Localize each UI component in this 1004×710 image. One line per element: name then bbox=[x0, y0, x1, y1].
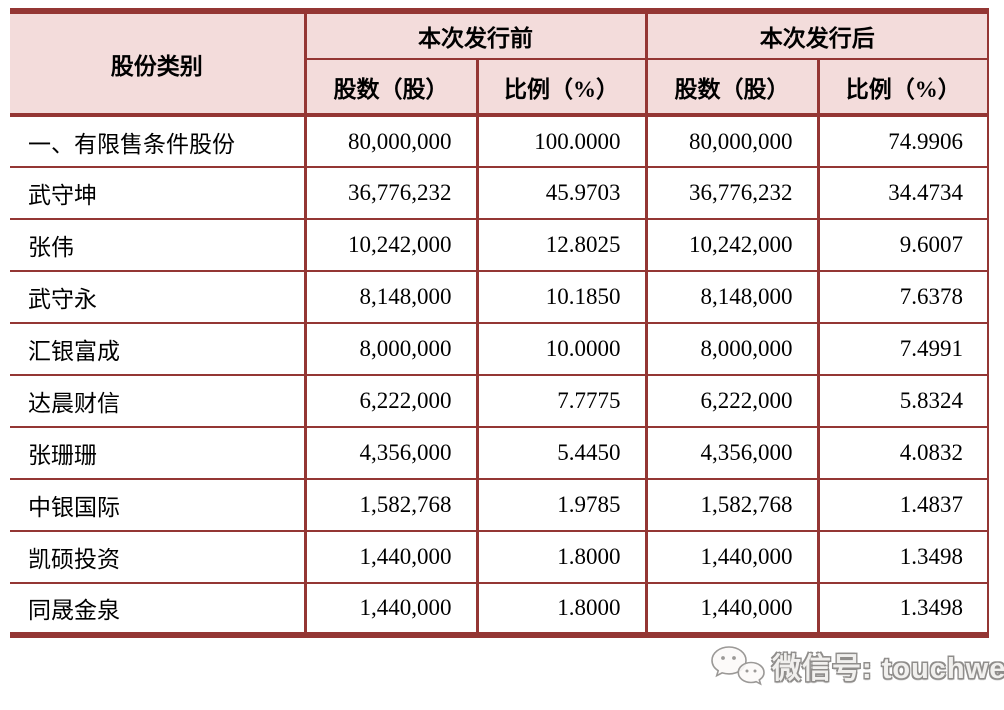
cell-after-shares: 80,000,000 bbox=[644, 113, 818, 167]
row-category-name: 凯硕投资 bbox=[10, 530, 305, 583]
cell-before-ratio: 7.7775 bbox=[475, 374, 646, 427]
header-sub-row: 股数（股） 比例（%） 股数（股） 比例（%） bbox=[10, 58, 989, 116]
table-row: 武守坤 36,776,232 45.9703 36,776,232 34.473… bbox=[10, 166, 988, 219]
cell-after-ratio: 7.6378 bbox=[816, 270, 988, 323]
table-row: 汇银富成 8,000,000 10.0000 8,000,000 7.4991 bbox=[10, 322, 988, 375]
cell-before-ratio: 1.8000 bbox=[475, 582, 646, 635]
header-group-before: 本次发行前 bbox=[303, 10, 647, 60]
cell-before-ratio: 1.9785 bbox=[475, 478, 646, 531]
cell-before-ratio: 10.1850 bbox=[475, 270, 646, 323]
header-shares-before: 股数（股） bbox=[303, 58, 478, 116]
table-row: 张伟 10,242,000 12.8025 10,242,000 9.6007 bbox=[10, 218, 988, 271]
cell-before-shares: 1,582,768 bbox=[303, 478, 477, 531]
cell-after-shares: 6,222,000 bbox=[644, 374, 818, 427]
row-category-name: 一、有限售条件股份 bbox=[10, 113, 305, 167]
cell-after-ratio: 7.4991 bbox=[816, 322, 988, 375]
cell-after-ratio: 1.3498 bbox=[816, 530, 988, 583]
header-ratio-before: 比例（%） bbox=[475, 58, 647, 116]
cell-before-ratio: 100.0000 bbox=[475, 113, 646, 167]
cell-after-ratio: 34.4734 bbox=[816, 166, 988, 219]
table-row: 一、有限售条件股份 80,000,000 100.0000 80,000,000… bbox=[10, 113, 988, 167]
cell-before-shares: 4,356,000 bbox=[303, 426, 477, 479]
row-category-name: 武守永 bbox=[10, 270, 305, 323]
cell-after-shares: 1,440,000 bbox=[644, 530, 818, 583]
cell-before-ratio: 1.8000 bbox=[475, 530, 646, 583]
row-category-name: 汇银富成 bbox=[10, 322, 305, 375]
wechat-icon bbox=[711, 646, 765, 686]
cell-after-ratio: 74.9906 bbox=[816, 113, 988, 167]
cell-after-shares: 8,000,000 bbox=[644, 322, 818, 375]
row-category-name: 武守坤 bbox=[10, 166, 305, 219]
table-row: 凯硕投资 1,440,000 1.8000 1,440,000 1.3498 bbox=[10, 530, 988, 583]
cell-before-shares: 8,148,000 bbox=[303, 270, 477, 323]
table-row: 武守永 8,148,000 10.1850 8,148,000 7.6378 bbox=[10, 270, 988, 323]
row-category-name: 中银国际 bbox=[10, 478, 305, 531]
cell-after-ratio: 1.3498 bbox=[816, 582, 988, 635]
table-row: 张珊珊 4,356,000 5.4450 4,356,000 4.0832 bbox=[10, 426, 988, 479]
cell-after-ratio: 5.8324 bbox=[816, 374, 988, 427]
cell-after-ratio: 9.6007 bbox=[816, 218, 988, 271]
header-ratio-after: 比例（%） bbox=[816, 58, 989, 116]
cell-after-shares: 4,356,000 bbox=[644, 426, 818, 479]
cell-before-shares: 36,776,232 bbox=[303, 166, 477, 219]
cell-before-shares: 6,222,000 bbox=[303, 374, 477, 427]
cell-after-ratio: 4.0832 bbox=[816, 426, 988, 479]
table-row: 中银国际 1,582,768 1.9785 1,582,768 1.4837 bbox=[10, 478, 988, 531]
cell-after-shares: 8,148,000 bbox=[644, 270, 818, 323]
row-category-name: 达晨财信 bbox=[10, 374, 305, 427]
table-row: 达晨财信 6,222,000 7.7775 6,222,000 5.8324 bbox=[10, 374, 988, 427]
cell-before-ratio: 45.9703 bbox=[475, 166, 646, 219]
cell-before-shares: 1,440,000 bbox=[303, 530, 477, 583]
cell-after-shares: 36,776,232 bbox=[644, 166, 818, 219]
header-share-category: 股份类别 bbox=[10, 10, 306, 115]
header-group-row: 股份类别 本次发行前 本次发行后 bbox=[10, 10, 989, 115]
row-category-name: 同晟金泉 bbox=[10, 582, 305, 635]
row-category-name: 张伟 bbox=[10, 218, 305, 271]
cell-before-shares: 1,440,000 bbox=[303, 582, 477, 635]
cell-after-ratio: 1.4837 bbox=[816, 478, 988, 531]
cell-before-ratio: 5.4450 bbox=[475, 426, 646, 479]
cell-before-shares: 80,000,000 bbox=[303, 113, 477, 167]
cell-before-ratio: 12.8025 bbox=[475, 218, 646, 271]
row-category-name: 张珊珊 bbox=[10, 426, 305, 479]
cell-before-ratio: 10.0000 bbox=[475, 322, 646, 375]
watermark: 微信号: touchweb bbox=[708, 644, 1004, 688]
cell-after-shares: 1,582,768 bbox=[644, 478, 818, 531]
cell-before-shares: 8,000,000 bbox=[303, 322, 477, 375]
header-shares-after: 股数（股） bbox=[644, 58, 819, 116]
table-row: 同晟金泉 1,440,000 1.8000 1,440,000 1.3498 bbox=[10, 582, 988, 635]
watermark-label: 微信号: touchweb bbox=[772, 653, 1004, 685]
cell-before-shares: 10,242,000 bbox=[303, 218, 477, 271]
cell-after-shares: 1,440,000 bbox=[644, 582, 818, 635]
share-structure-table: 股份类别 本次发行前 本次发行后 股数（股） 比例（%） 股数（股） 比例（%）… bbox=[10, 8, 989, 638]
cell-after-shares: 10,242,000 bbox=[644, 218, 818, 271]
header-group-after: 本次发行后 bbox=[644, 10, 989, 60]
